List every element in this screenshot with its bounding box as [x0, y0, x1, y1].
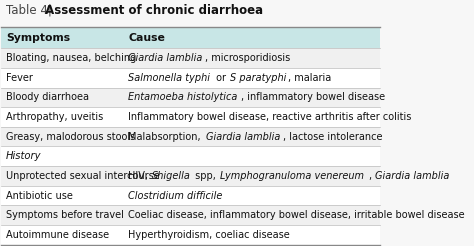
Bar	[1, 205, 380, 225]
Text: HIV,: HIV,	[128, 171, 151, 181]
Bar	[1, 127, 380, 146]
Text: Autoimmune disease: Autoimmune disease	[6, 230, 109, 240]
Text: Entamoeba histolytica: Entamoeba histolytica	[128, 92, 237, 102]
Text: Greasy, malodorous stools: Greasy, malodorous stools	[6, 132, 135, 142]
Text: ,: ,	[369, 171, 375, 181]
Text: spp,: spp,	[192, 171, 219, 181]
Text: , inflammatory bowel disease: , inflammatory bowel disease	[241, 92, 385, 102]
Text: Salmonella typhi: Salmonella typhi	[128, 73, 210, 83]
Text: Inflammatory bowel disease, reactive arthritis after colitis: Inflammatory bowel disease, reactive art…	[128, 112, 412, 122]
Bar	[1, 88, 380, 107]
Text: Bloody diarrhoea: Bloody diarrhoea	[6, 92, 89, 102]
Bar	[1, 225, 380, 245]
Text: , malaria: , malaria	[288, 73, 331, 83]
Bar	[1, 166, 380, 186]
Bar	[1, 68, 380, 88]
Text: Symptoms before travel: Symptoms before travel	[6, 210, 124, 220]
Text: Clostridium difficile: Clostridium difficile	[128, 191, 223, 200]
Text: Giardia lamblia: Giardia lamblia	[375, 171, 449, 181]
Text: Arthropathy, uveitis: Arthropathy, uveitis	[6, 112, 103, 122]
Text: Antibiotic use: Antibiotic use	[6, 191, 73, 200]
Text: Symptoms: Symptoms	[6, 33, 70, 43]
Bar	[1, 146, 380, 166]
Text: Hyperthyroidism, coeliac disease: Hyperthyroidism, coeliac disease	[128, 230, 290, 240]
Bar	[1, 27, 380, 48]
Text: Fever: Fever	[6, 73, 33, 83]
Bar	[1, 107, 380, 127]
Text: Assessment of chronic diarrhoea: Assessment of chronic diarrhoea	[41, 4, 263, 17]
Text: Giardia lamblia: Giardia lamblia	[207, 132, 281, 142]
Text: , microsporidiosis: , microsporidiosis	[205, 53, 290, 63]
Text: Giardia lamblia: Giardia lamblia	[128, 53, 203, 63]
Text: History: History	[6, 151, 41, 161]
Text: or: or	[213, 73, 229, 83]
Text: Unprotected sexual intercourse: Unprotected sexual intercourse	[6, 171, 160, 181]
Text: , lactose intolerance: , lactose intolerance	[283, 132, 383, 142]
Text: Malabsorption,: Malabsorption,	[128, 132, 204, 142]
Text: Shigella: Shigella	[152, 171, 191, 181]
Text: Bloating, nausea, belching: Bloating, nausea, belching	[6, 53, 136, 63]
Bar	[1, 48, 380, 68]
Bar	[1, 186, 380, 205]
Text: Cause: Cause	[128, 33, 165, 43]
Text: S paratyphi: S paratyphi	[229, 73, 286, 83]
Text: Lymphogranuloma venereum: Lymphogranuloma venereum	[220, 171, 364, 181]
Text: Coeliac disease, inflammatory bowel disease, irritable bowel disease: Coeliac disease, inflammatory bowel dise…	[128, 210, 465, 220]
Text: Table 4|: Table 4|	[6, 4, 52, 17]
